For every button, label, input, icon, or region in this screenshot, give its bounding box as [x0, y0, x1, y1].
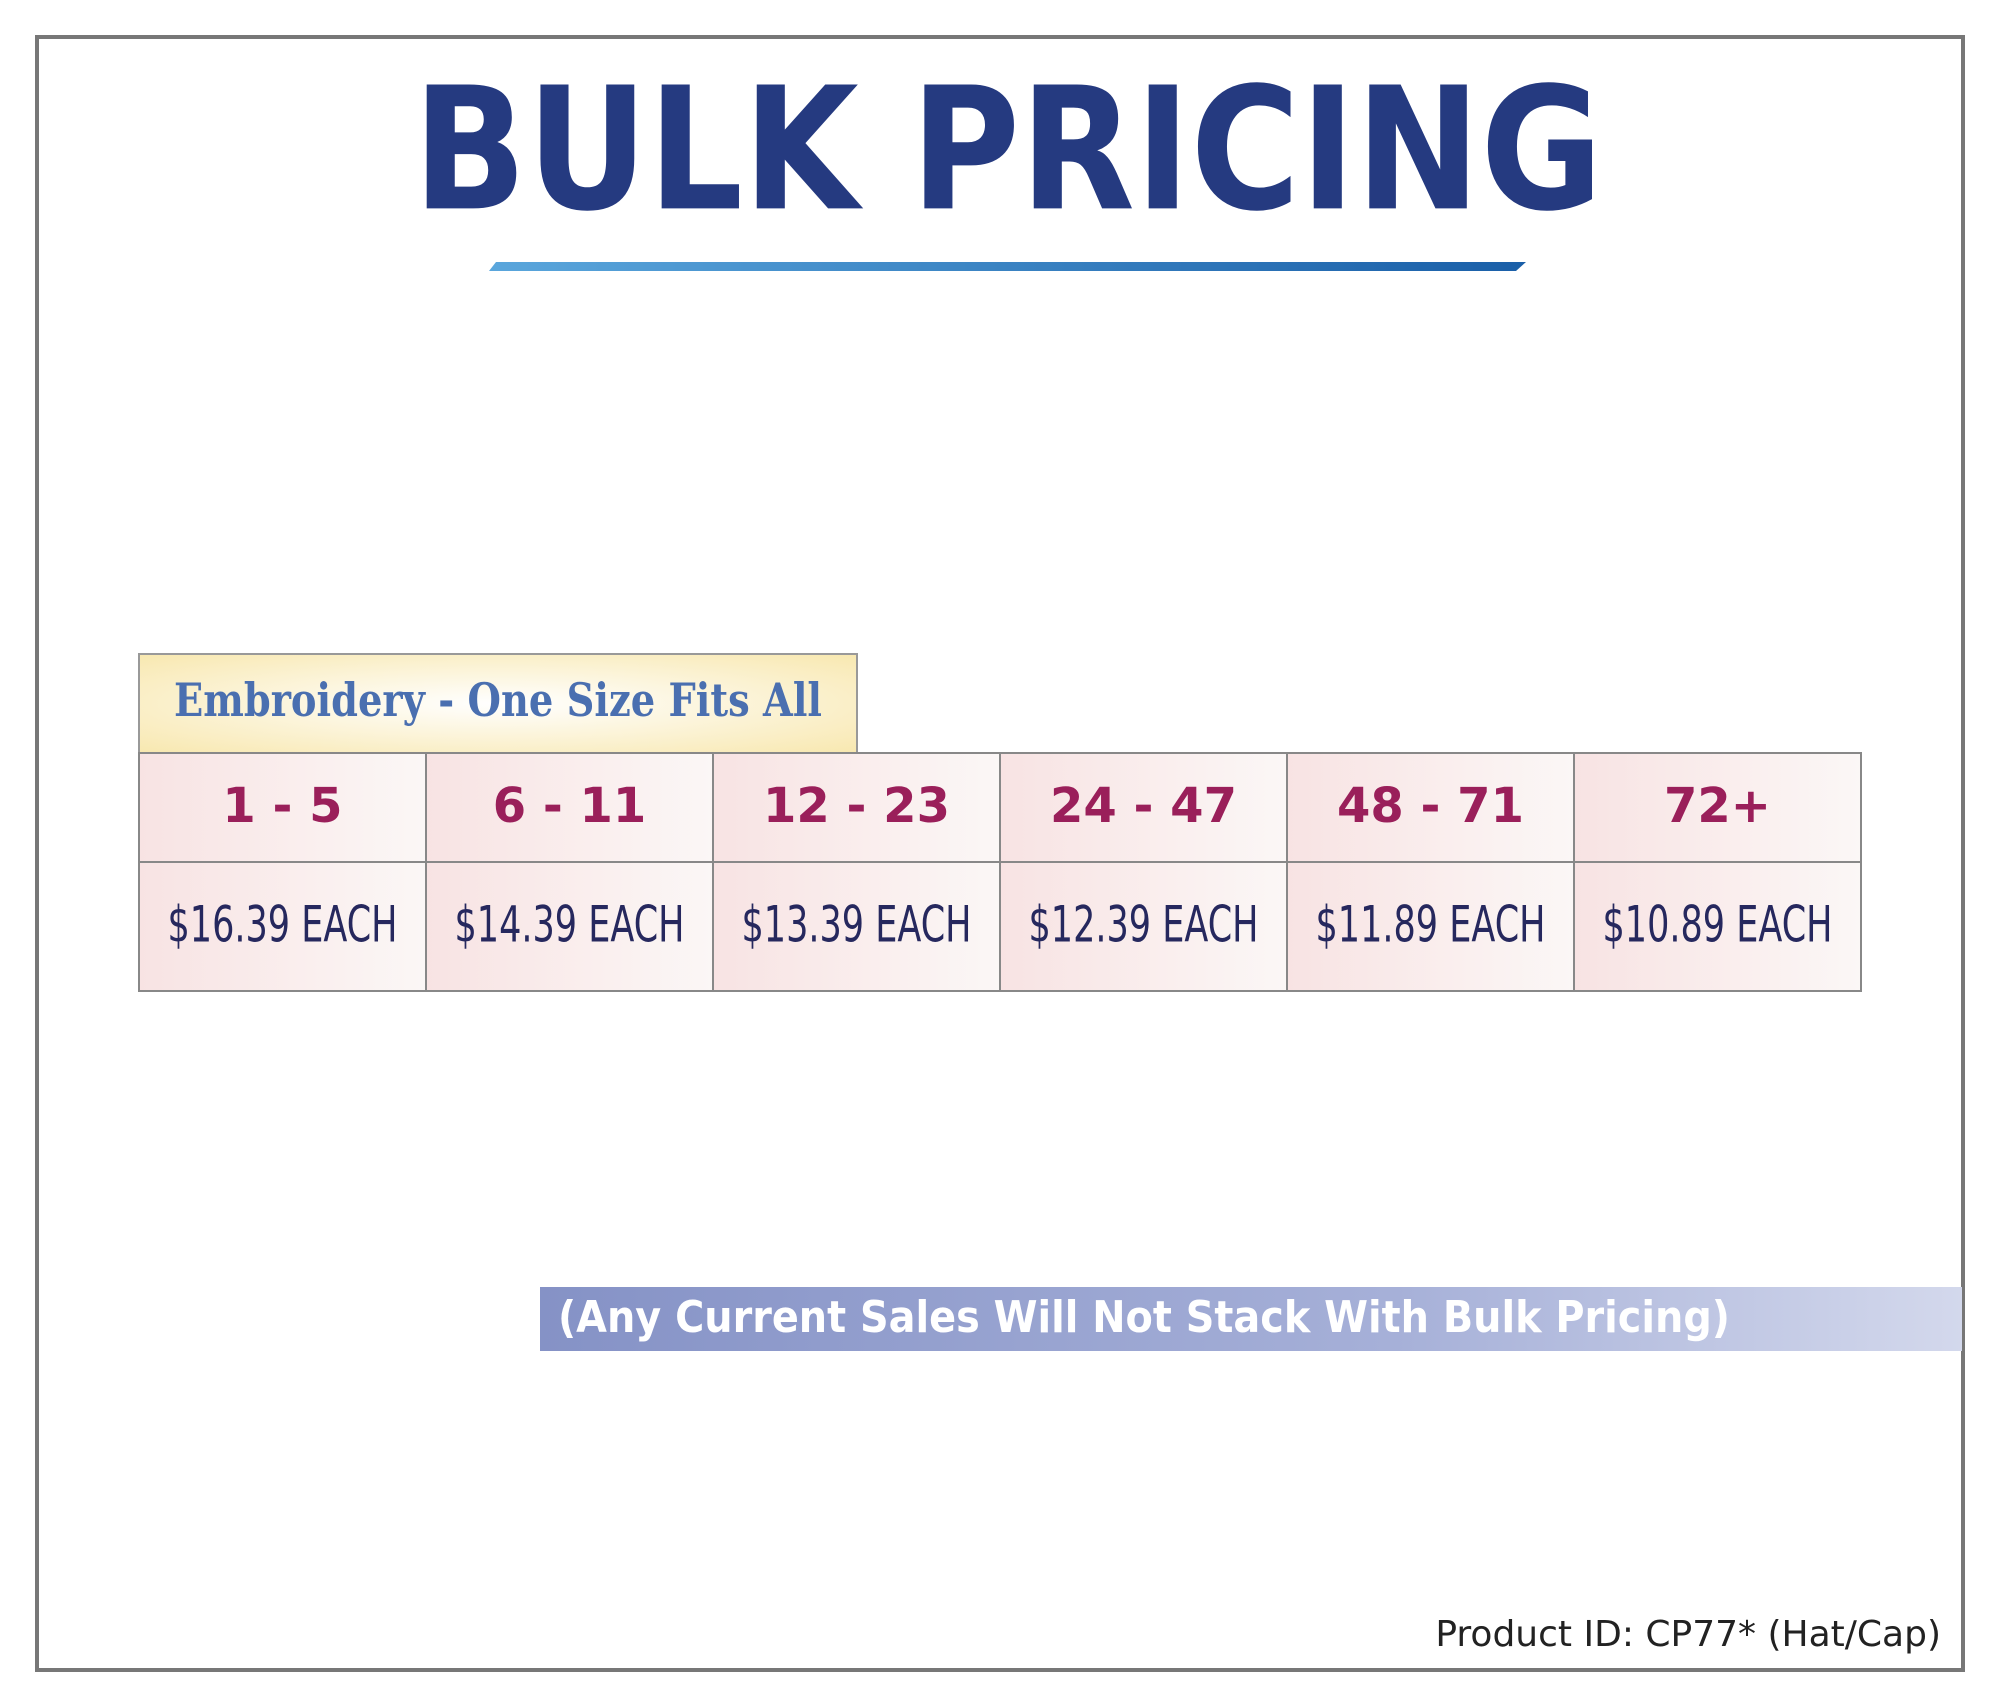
quantity-range: 24 - 47: [1050, 778, 1237, 834]
price: $16.39 EACH: [168, 896, 398, 954]
price-cell: [425, 861, 714, 992]
title-underline: [489, 262, 1526, 271]
price: $11.89 EACH: [1316, 896, 1546, 954]
product-id: Product ID: CP77* (Hat/Cap): [1435, 1614, 1941, 1655]
note-bar: [540, 1287, 1962, 1351]
price-table: 1 - 5 6 - 11 12 - 23 24 - 47 48 - 71 72+ $16.3…: [138, 752, 1862, 992]
price: $14.39 EACH: [455, 896, 685, 954]
frame: [35, 35, 1965, 1672]
price-cell: [1573, 861, 1862, 992]
header-cell: [1286, 752, 1575, 863]
quantity-range: 72+: [1664, 778, 1771, 834]
quantity-range: 48 - 71: [1337, 778, 1524, 834]
price: $13.39 EACH: [742, 896, 972, 954]
header-cell: [1573, 752, 1862, 863]
quantity-range: 6 - 11: [493, 778, 647, 834]
price-cell: [1286, 861, 1575, 992]
price-cell: [138, 861, 427, 992]
title: BULK PRICING: [413, 51, 1603, 249]
header-cell: [138, 752, 427, 863]
price: $10.89 EACH: [1603, 896, 1833, 954]
header-cell: [712, 752, 1001, 863]
table-caption: Embroidery - One Size Fits All: [174, 673, 822, 727]
note: (Any Current Sales Will Not Stack With B…: [558, 1292, 1730, 1343]
price-cell: [999, 861, 1288, 992]
quantity-range: 1 - 5: [222, 778, 342, 834]
price: $12.39 EACH: [1029, 896, 1259, 954]
quantity-range: 12 - 23: [763, 778, 950, 834]
price-cell: [712, 861, 1001, 992]
